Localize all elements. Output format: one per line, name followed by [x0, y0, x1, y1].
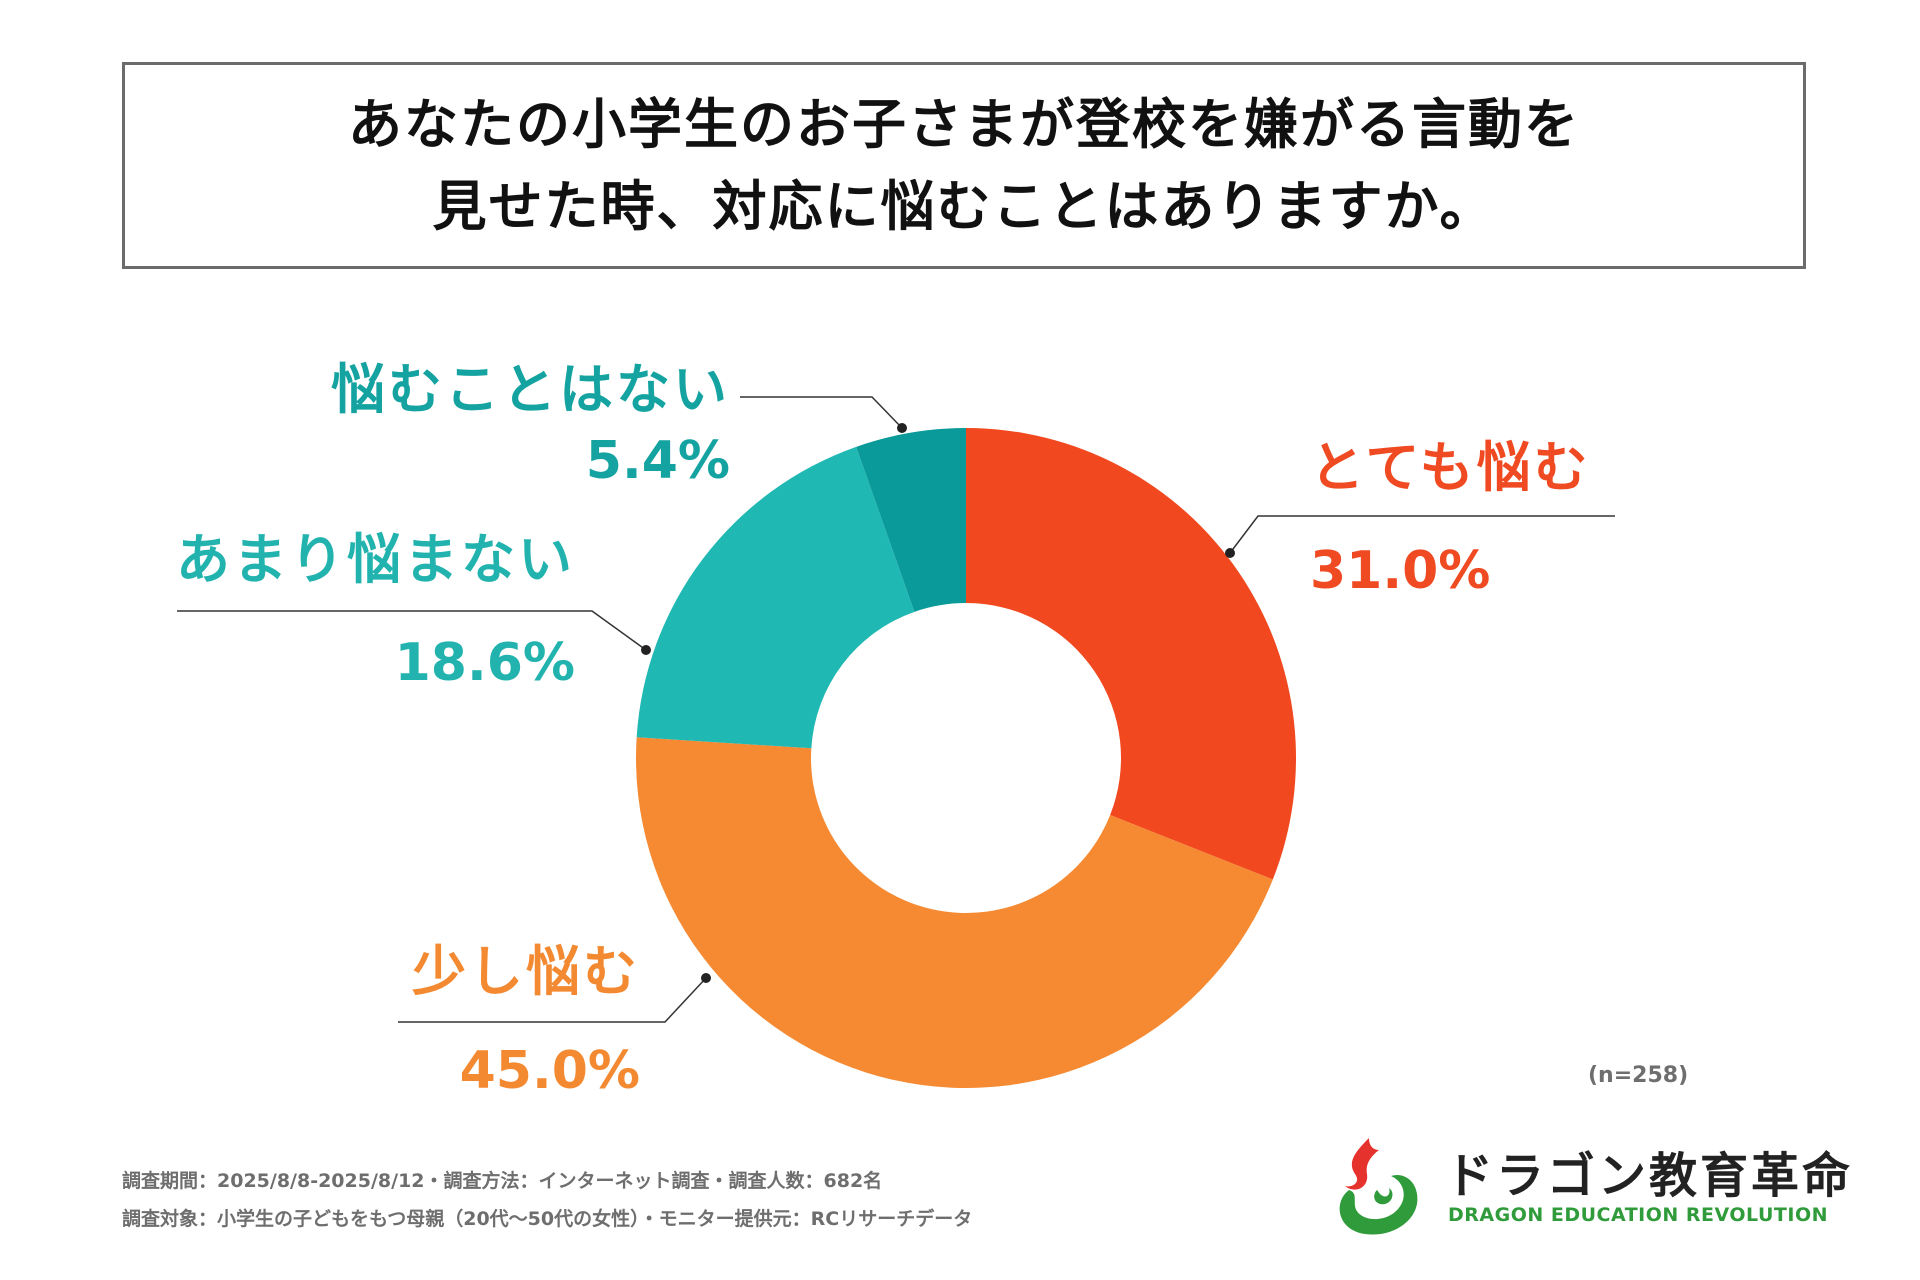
leader-dot-2	[701, 973, 711, 983]
chart-title-line-1: あなたの小学生のお子さまが登校を嫌がる言動を	[348, 92, 1580, 156]
value-label-1: 31.0%	[1310, 541, 1490, 601]
category-label-3: あまり悩まない	[176, 528, 575, 591]
chart-title-line-2: 見せた時、対応に悩むことはありますか。	[432, 174, 1496, 238]
leader-line-3	[177, 610, 647, 651]
donut-slice-1	[966, 428, 1296, 880]
category-label-1: とても悩む	[1310, 436, 1591, 499]
survey-note-line-1: 調査期間：2025/8/8-2025/8/12・調査方法：インターネット調査・調…	[122, 1170, 883, 1192]
title-box: あなたの小学生のお子さまが登校を嫌がる言動を 見せた時、対応に悩むことはあります…	[122, 62, 1806, 269]
leader-line-1	[1229, 515, 1615, 554]
sample-size: (n=258)	[1588, 1063, 1689, 1088]
logo-name-en: DRAGON EDUCATION REVOLUTION	[1448, 1204, 1828, 1226]
value-label-2: 45.0%	[460, 1041, 640, 1101]
leader-dot-4	[897, 423, 907, 433]
dragon-logo: ドラゴン教育革命 DRAGON EDUCATION REVOLUTION	[1325, 1130, 1850, 1240]
survey-note-line-2: 調査対象：小学生の子どもをもつ母親（20代～50代の女性）・モニター提供元：RC…	[122, 1208, 973, 1230]
leader-line-2	[398, 977, 707, 1023]
donut-slice-3	[636, 446, 915, 749]
value-label-4: 5.4%	[586, 431, 730, 491]
donut-slice-2	[636, 737, 1273, 1088]
logo-name-ja: ドラゴン教育革命	[1445, 1148, 1854, 1204]
category-label-2: 少し悩む	[412, 940, 640, 1003]
dragon-logo-icon	[1339, 1138, 1418, 1235]
value-label-3: 18.6%	[395, 633, 575, 693]
category-label-4: 悩むことはない	[331, 358, 730, 421]
donut-slice-4	[856, 428, 966, 612]
leader-dot-3	[641, 645, 651, 655]
leader-dot-1	[1225, 548, 1235, 558]
leader-line-4	[740, 396, 903, 429]
